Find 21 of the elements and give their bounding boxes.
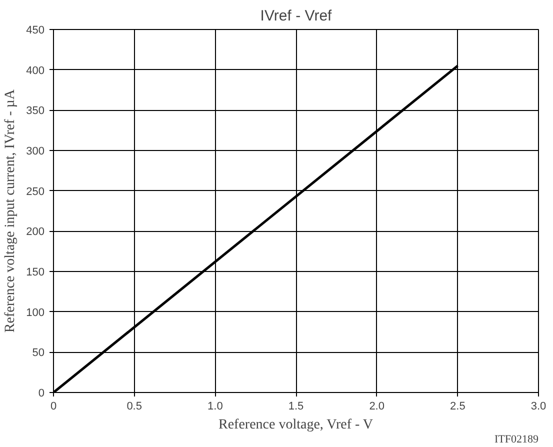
y-tick-label: 300 (26, 146, 45, 158)
y-tick-label: 450 (26, 24, 45, 36)
x-tick-label: 3.0 (530, 400, 546, 412)
y-axis-title: Reference voltage input current, IVref - µA (3, 88, 18, 333)
text: ITF02189 (494, 434, 539, 446)
y-tick-label: 200 (26, 226, 45, 238)
x-tick-label: 0.5 (126, 400, 142, 412)
y-tick-label: 400 (26, 64, 45, 77)
y-tick-label: 150 (26, 266, 45, 278)
x-tick-label: 2.5 (450, 400, 466, 412)
y-tick-label: 50 (32, 347, 45, 360)
x-tick-label: 1.0 (208, 400, 223, 412)
y-tick-label: 350 (26, 105, 45, 118)
y-tick-label: 0 (38, 388, 45, 400)
x-axis-title: Reference voltage, Vref - V (218, 418, 374, 432)
y-tick-label: 100 (26, 306, 45, 319)
x-tick-label: 0 (50, 400, 57, 412)
x-tick-label: 1.5 (288, 400, 304, 412)
x-tick-label: 2.0 (369, 400, 384, 412)
y-tick-label: 250 (26, 186, 45, 198)
chart-title: IVref - Vref (260, 8, 333, 24)
